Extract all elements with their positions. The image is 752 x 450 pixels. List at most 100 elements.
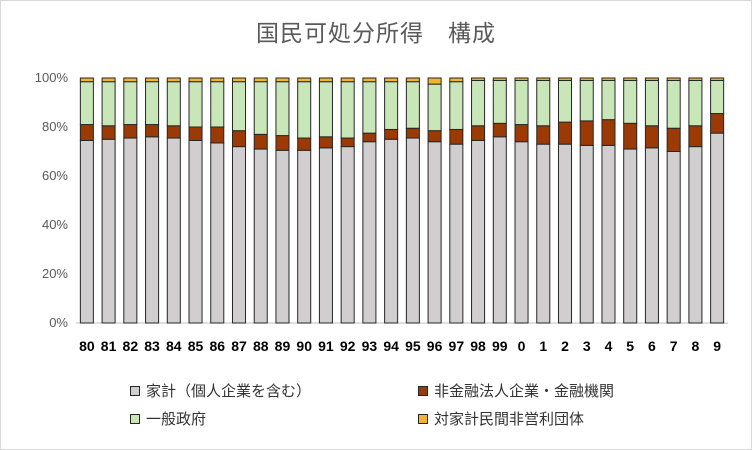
bar-segment-5-2 <box>623 79 638 124</box>
bar-segment-2-0 <box>557 143 573 324</box>
x-tick-label: 84 <box>166 338 182 354</box>
x-tick-label: 91 <box>318 338 334 354</box>
bar-segment-87-1 <box>231 130 247 148</box>
bar-segment-4-3 <box>601 77 616 81</box>
y-tick-label: 80% <box>42 119 68 134</box>
bar-segment-82-1 <box>123 124 138 139</box>
bar-segment-82-3 <box>123 77 138 83</box>
bar-segment-0-1 <box>514 124 529 143</box>
bar-segment-96-0 <box>427 141 442 324</box>
bar-segment-6-1 <box>644 125 659 149</box>
bar-segment-88-3 <box>253 77 268 83</box>
bar-segment-88-1 <box>253 133 268 150</box>
bar-segment-91-3 <box>318 77 333 83</box>
bar-segment-87-3 <box>231 77 247 83</box>
bar-segment-0-2 <box>514 79 529 126</box>
bar-segment-1-3 <box>536 77 551 81</box>
bar-segment-80-0 <box>79 139 94 324</box>
bar-segment-92-1 <box>340 137 355 148</box>
bar-segment-84-2 <box>166 81 181 127</box>
axes: 0% 20% 40% 60% 80% 100% <box>35 70 728 330</box>
bar-segment-85-3 <box>188 77 203 83</box>
bar-segment-9-3 <box>710 77 725 81</box>
bar-segment-93-0 <box>362 141 377 324</box>
bar-segment-95-0 <box>405 137 420 324</box>
bar-segment-89-0 <box>275 149 290 324</box>
bar-segment-1-0 <box>536 143 551 324</box>
x-tick-label: 92 <box>340 338 356 354</box>
bar-segment-98-2 <box>471 79 486 127</box>
bar-segment-5-1 <box>623 122 638 150</box>
bar-segment-1-1 <box>536 125 551 145</box>
y-tick-label: 60% <box>42 168 68 183</box>
bar-segment-96-3 <box>427 77 442 85</box>
x-tick-label: 1 <box>539 338 547 354</box>
bar-segment-84-0 <box>166 137 181 324</box>
bar-segment-86-1 <box>210 126 225 144</box>
bar-segment-95-2 <box>405 81 420 129</box>
x-tick-label: 81 <box>101 338 117 354</box>
bar-segment-85-1 <box>188 126 203 141</box>
x-tick-label: 96 <box>427 338 443 354</box>
x-tick-label: 82 <box>123 338 139 354</box>
bar-segment-6-2 <box>644 79 659 127</box>
bar-segment-9-1 <box>710 113 725 134</box>
bar-segment-92-3 <box>340 77 355 83</box>
bar-segment-9-2 <box>710 79 725 115</box>
bar-segment-85-0 <box>188 139 203 324</box>
bar-segment-94-2 <box>384 81 399 130</box>
x-tick-label: 88 <box>253 338 269 354</box>
bar-segment-90-0 <box>297 149 312 324</box>
y-tick-label: 40% <box>42 217 68 232</box>
x-tick-label: 4 <box>605 338 613 354</box>
bar-segment-87-2 <box>231 81 247 132</box>
bar-segment-87-0 <box>231 146 247 324</box>
bar-segment-93-1 <box>362 132 377 143</box>
bar-segment-8-1 <box>688 125 703 148</box>
bar-segment-4-2 <box>601 79 616 121</box>
bar-segment-97-0 <box>449 143 464 324</box>
bar-segment-96-2 <box>427 83 442 132</box>
chart-title: 国民可処分所得 構成 <box>256 21 496 47</box>
bar-segment-99-3 <box>492 77 507 81</box>
x-tick-label: 8 <box>692 338 700 354</box>
bar-segment-9-0 <box>710 132 725 324</box>
x-tick-label: 87 <box>231 338 247 354</box>
bar-segment-80-3 <box>79 77 94 83</box>
x-tick-label: 0 <box>518 338 526 354</box>
bar-segment-82-2 <box>123 81 138 126</box>
bar-segment-8-0 <box>688 146 703 324</box>
bar-segment-81-0 <box>101 138 116 324</box>
y-tick-label: 20% <box>42 266 68 281</box>
bar-segment-81-2 <box>101 81 116 127</box>
x-tick-label: 2 <box>561 338 569 354</box>
bar-segment-3-2 <box>579 79 594 122</box>
bar-segment-92-2 <box>340 81 355 139</box>
bar-segment-2-3 <box>557 77 573 81</box>
bar-segment-95-1 <box>405 127 420 139</box>
x-tick-label: 95 <box>405 338 421 354</box>
bar-segment-83-3 <box>145 77 160 83</box>
bar-segment-5-0 <box>623 148 638 324</box>
bar-segment-86-3 <box>210 77 225 83</box>
bar-segment-80-2 <box>79 81 94 126</box>
bar-segment-89-1 <box>275 135 290 151</box>
bar-segment-97-2 <box>449 81 464 130</box>
bar-segment-94-1 <box>384 128 399 140</box>
bar-segment-7-0 <box>666 151 681 324</box>
bar-segment-99-2 <box>492 79 507 124</box>
x-tick-label: 89 <box>275 338 291 354</box>
bar-segment-94-0 <box>384 138 399 324</box>
bar-segment-84-1 <box>166 125 181 139</box>
bars <box>79 77 725 324</box>
x-tick-label: 6 <box>648 338 656 354</box>
x-tick-label: 80 <box>79 338 95 354</box>
bar-segment-98-3 <box>471 77 486 81</box>
x-tick-label: 5 <box>626 338 634 354</box>
x-tick-label: 97 <box>449 338 465 354</box>
bar-segment-93-2 <box>362 81 377 134</box>
bar-segment-98-0 <box>471 139 486 324</box>
bar-segment-91-2 <box>318 81 333 138</box>
bar-segment-92-0 <box>340 146 355 324</box>
bar-segment-81-3 <box>101 77 116 83</box>
